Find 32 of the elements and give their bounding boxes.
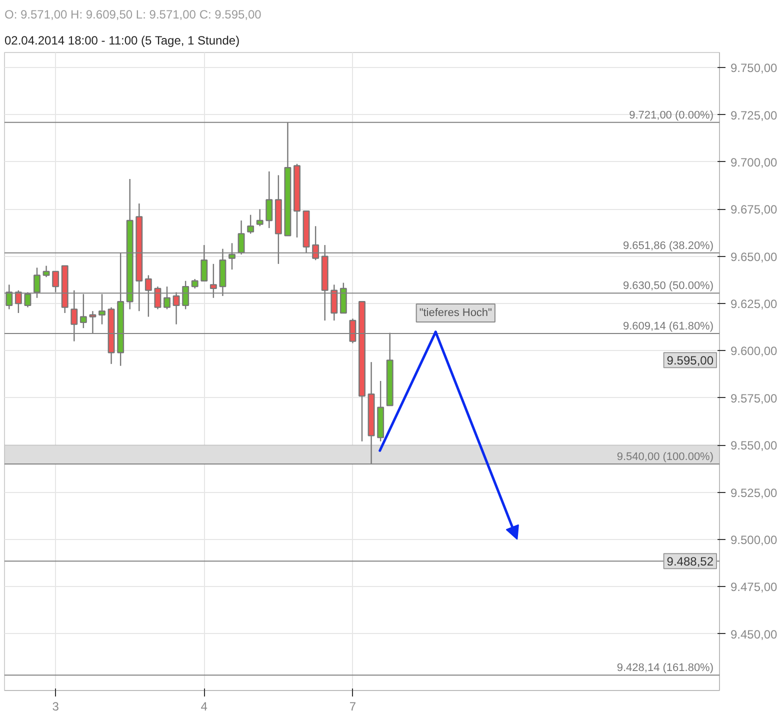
ref-line-label: 9.721,00 (0.00%) [629, 109, 714, 122]
y-tick-label: 9.650,00 [730, 250, 778, 264]
ref-line-label: 9.540,00 (100.00%) [616, 450, 714, 463]
y-tick-label: 9.500,00 [730, 532, 778, 547]
ref-line-label: 9.630,50 (50.00%) [622, 280, 714, 292]
candlestick [256, 208, 264, 227]
y-tick-label: 9.600,00 [730, 344, 778, 358]
y-tick-label: 9.675,00 [730, 202, 778, 217]
ref-line-label: 9.651,86 (38.20%) [622, 240, 714, 252]
annotation: 9.488,52 [666, 554, 714, 569]
x-tick-label: 7 [349, 700, 356, 713]
annotation: 9.595,00 [666, 354, 714, 368]
y-tick-label: 9.750,00 [730, 61, 778, 76]
y-tick-label: 9.625,00 [730, 297, 778, 312]
chart-subtitle: 02.04.2014 18:00 - 11:00 (5 Tage, 1 Stunde) [4, 34, 240, 48]
annotation: "tieferes Hoch" [419, 306, 492, 319]
y-tick-label: 9.575,00 [730, 391, 778, 406]
x-tick-label: 4 [200, 700, 208, 713]
candlestick [42, 265, 50, 278]
x-tick-label: 3 [52, 700, 60, 713]
ref-line-label: 9.428,14 (161.80%) [616, 662, 714, 674]
candlestick [247, 214, 254, 234]
y-tick-label: 9.550,00 [730, 438, 778, 453]
y-tick-label: 9.700,00 [730, 155, 778, 170]
candlestick [191, 278, 198, 290]
y-tick-label: 9.450,00 [730, 627, 778, 642]
ref-line-label: 9.609,14 (61.80%) [622, 320, 714, 332]
y-tick-label: 9.475,00 [730, 580, 778, 594]
y-tick-label: 9.725,00 [730, 108, 778, 122]
y-tick-label: 9.525,00 [730, 486, 778, 500]
chart-title: O: 9.571,00 H: 9.609,50 L: 9.571,00 C: 9.595,00 [4, 8, 262, 22]
candlestick [266, 170, 273, 229]
